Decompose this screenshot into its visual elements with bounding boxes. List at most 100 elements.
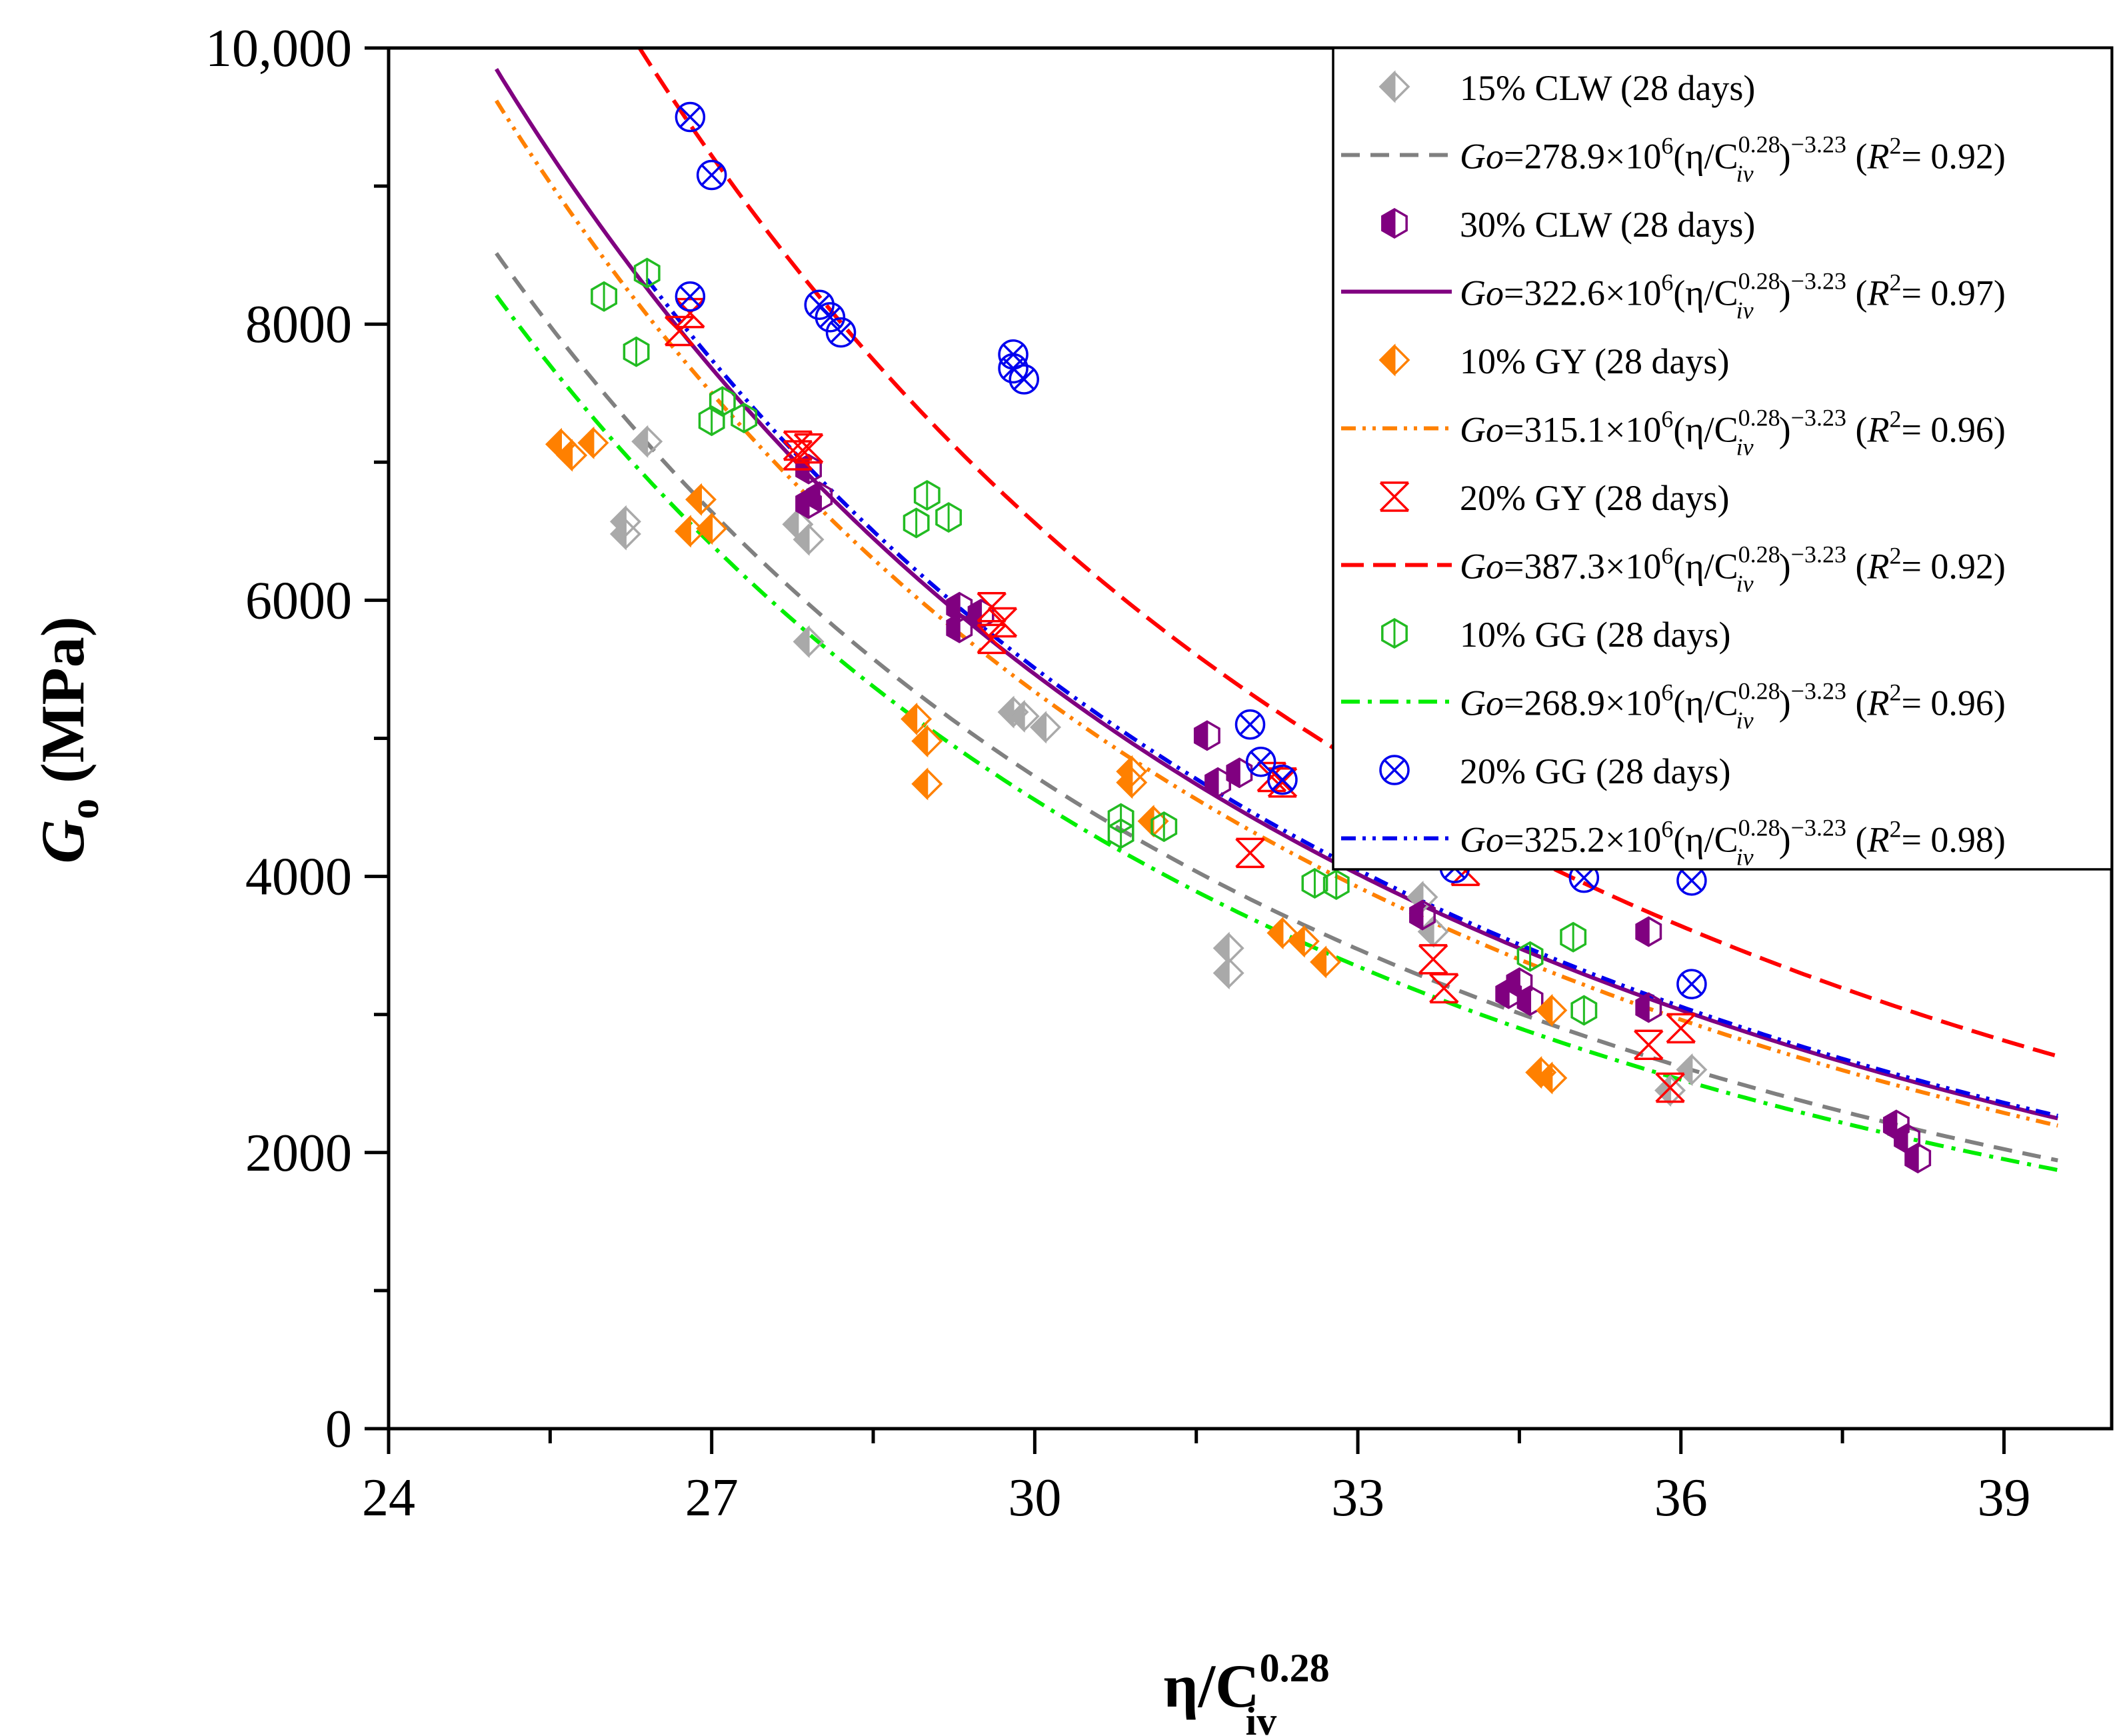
legend-marker-1 bbox=[1378, 70, 1410, 103]
point-series5-9 bbox=[935, 502, 963, 533]
x-tick-label: 24 bbox=[362, 1469, 415, 1527]
point-series4-8 bbox=[987, 607, 1018, 638]
axes: 24 27 30 33 36 39 0 2000 4000 6000 8000 10,000 bbox=[205, 19, 2114, 1527]
x-tick-label: 36 bbox=[1654, 1469, 1708, 1527]
point-series4-2 bbox=[675, 297, 705, 329]
point-series6-8 bbox=[998, 353, 1029, 384]
point-series6-5 bbox=[815, 302, 846, 333]
point-series5-3 bbox=[633, 257, 661, 289]
point-series6-11 bbox=[1245, 746, 1276, 777]
point-series2-3 bbox=[806, 481, 833, 513]
legend: 15% CLW (28 days) Go=278.9×106(η/C0.28 iv)… bbox=[1332, 47, 2113, 871]
y-tick-label: 6000 bbox=[245, 571, 352, 630]
point-series3-15 bbox=[1310, 945, 1342, 979]
y-tick-label: 0 bbox=[325, 1400, 352, 1459]
legend-fit-label: Go=315.1×106(η/C0.28 iv)−3.23 (R2= 0.96) bbox=[1460, 405, 2006, 461]
legend-fit-label: Go=278.9×106(η/C0.28 iv)−3.23 (R2= 0.92) bbox=[1460, 131, 2006, 187]
x-axis-title: η/C0.28 iv bbox=[1163, 1646, 1329, 1736]
point-series6-3 bbox=[696, 159, 727, 191]
point-series6-10 bbox=[1234, 709, 1266, 740]
point-series5-5 bbox=[709, 386, 736, 417]
x-tick-label: 27 bbox=[685, 1469, 739, 1527]
point-series6-15 bbox=[1676, 969, 1707, 999]
point-series5-17 bbox=[1570, 995, 1598, 1026]
point-series5-7 bbox=[903, 507, 930, 539]
point-series4-9 bbox=[1235, 837, 1265, 869]
point-series2-13 bbox=[1516, 985, 1544, 1017]
point-series3-7 bbox=[901, 702, 933, 736]
point-series2-18 bbox=[1904, 1143, 1932, 1174]
point-series2-15 bbox=[1635, 992, 1662, 1023]
point-series6-16 bbox=[1676, 865, 1707, 896]
point-series4-15 bbox=[1634, 1029, 1664, 1061]
point-series1-3 bbox=[631, 425, 663, 458]
point-series6-6 bbox=[825, 317, 857, 348]
legend-marker-6 bbox=[1379, 755, 1410, 785]
point-series4-7 bbox=[977, 623, 1007, 655]
legend-marker-5 bbox=[1381, 617, 1408, 649]
point-series4-11 bbox=[1267, 767, 1298, 798]
point-series5-14 bbox=[1322, 869, 1350, 901]
point-series2-7 bbox=[1193, 720, 1220, 751]
point-series5-4 bbox=[698, 405, 725, 437]
point-series6-9 bbox=[1009, 364, 1039, 395]
point-series2-14 bbox=[1635, 916, 1662, 947]
x-tick-label: 30 bbox=[1008, 1469, 1061, 1527]
point-series5-12 bbox=[1150, 811, 1178, 843]
point-series4-5 bbox=[793, 433, 824, 464]
y-tick-label: 4000 bbox=[245, 848, 352, 907]
point-series5-6 bbox=[731, 403, 758, 434]
legend-series-label: 10% GG (28 days) bbox=[1460, 615, 1730, 655]
point-series4-17 bbox=[1666, 1013, 1696, 1044]
y-tick-label: 10,000 bbox=[205, 19, 352, 78]
legend-series-label: 20% GY (28 days) bbox=[1460, 478, 1729, 518]
point-series3-9 bbox=[911, 767, 943, 801]
x-tick-label: 39 bbox=[1977, 1469, 2030, 1527]
point-series6-12 bbox=[1267, 764, 1298, 795]
fit-curve-1 bbox=[495, 252, 2058, 1163]
fit-curve-4 bbox=[637, 48, 2059, 1059]
point-series3-17 bbox=[1536, 1061, 1568, 1095]
point-series4-14 bbox=[1450, 855, 1480, 887]
point-series5-11 bbox=[1107, 803, 1134, 834]
fit-curve-3 bbox=[495, 99, 2058, 1128]
point-series4-10 bbox=[1256, 761, 1287, 793]
legend-series-label: 30% CLW (28 days) bbox=[1460, 205, 1755, 245]
axis-labels: η/C0.28 iv Go (MPa) bbox=[29, 617, 1330, 1736]
point-series3-3 bbox=[577, 426, 609, 459]
point-series6-4 bbox=[804, 289, 835, 320]
point-series1-2 bbox=[609, 517, 641, 551]
y-tick-label: 8000 bbox=[245, 295, 352, 354]
point-series3-6 bbox=[696, 512, 728, 545]
legend-marker-4 bbox=[1379, 481, 1410, 512]
point-series4-1 bbox=[664, 315, 695, 347]
point-series6-1 bbox=[675, 281, 706, 312]
point-series5-8 bbox=[913, 479, 941, 511]
point-series3-5 bbox=[685, 483, 717, 516]
legend-marker-2 bbox=[1381, 207, 1408, 239]
point-series3-2 bbox=[556, 439, 588, 472]
point-series5-16 bbox=[1560, 921, 1587, 953]
point-series2-4 bbox=[946, 591, 973, 623]
point-series3-18 bbox=[1536, 993, 1568, 1027]
point-series1-6 bbox=[793, 625, 825, 659]
point-series2-9 bbox=[1226, 757, 1253, 789]
x-tick-label: 33 bbox=[1331, 1469, 1384, 1527]
point-series1-8 bbox=[1008, 699, 1040, 733]
point-series1-11 bbox=[1212, 956, 1244, 990]
point-series5-1 bbox=[591, 281, 618, 312]
legend-series-label: 15% CLW (28 days) bbox=[1460, 68, 1755, 108]
point-series5-15 bbox=[1516, 941, 1544, 972]
point-series3-14 bbox=[1288, 925, 1320, 958]
legend-marker-3 bbox=[1378, 343, 1410, 377]
point-series4-3 bbox=[783, 430, 813, 461]
point-series3-13 bbox=[1266, 916, 1298, 950]
point-series4-16 bbox=[1655, 1072, 1685, 1103]
point-series4-6 bbox=[977, 592, 1007, 623]
y-tick-label: 2000 bbox=[245, 1124, 352, 1183]
legend-fit-label: Go=387.3×106(η/C0.28 iv)−3.23 (R2= 0.92) bbox=[1460, 541, 2006, 597]
point-series6-2 bbox=[675, 101, 706, 133]
point-series4-4 bbox=[783, 440, 813, 471]
point-series3-11 bbox=[1116, 766, 1148, 799]
